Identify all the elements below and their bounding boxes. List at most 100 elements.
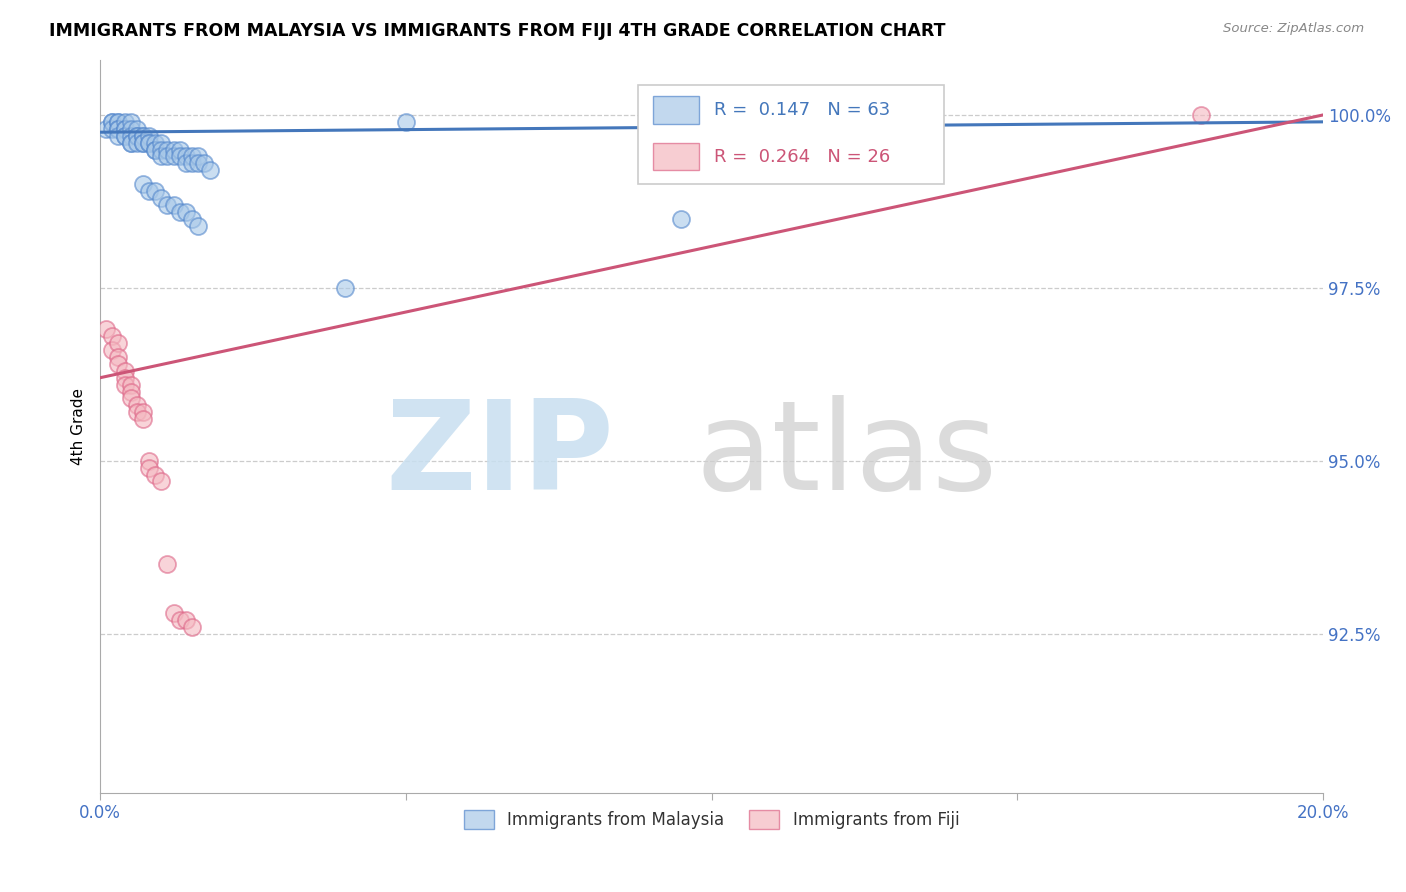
Point — [162, 198, 184, 212]
FancyBboxPatch shape — [638, 86, 943, 185]
Point — [96, 121, 118, 136]
Point — [169, 613, 191, 627]
Point — [120, 136, 142, 150]
Point — [174, 156, 197, 170]
Point — [132, 136, 155, 150]
Point — [114, 115, 136, 129]
Bar — [652, 96, 699, 124]
Point — [180, 211, 202, 226]
Point — [180, 149, 202, 163]
Point — [114, 128, 136, 143]
Point — [138, 136, 160, 150]
Point — [120, 121, 142, 136]
Point — [150, 143, 173, 157]
Text: R =  0.264   N = 26: R = 0.264 N = 26 — [714, 147, 890, 166]
Point — [138, 136, 160, 150]
Point — [125, 128, 148, 143]
Point — [96, 322, 118, 336]
Point — [101, 115, 124, 129]
Point — [107, 350, 129, 364]
Point — [187, 149, 209, 163]
Point — [174, 204, 197, 219]
Point — [107, 115, 129, 129]
Text: atlas: atlas — [695, 395, 997, 516]
Point — [162, 606, 184, 620]
Y-axis label: 4th Grade: 4th Grade — [72, 388, 86, 465]
Point — [120, 384, 142, 399]
Point — [169, 204, 191, 219]
Point — [125, 398, 148, 412]
Point — [101, 329, 124, 343]
Point — [150, 475, 173, 489]
Point — [107, 121, 129, 136]
Point — [107, 115, 129, 129]
Point — [150, 191, 173, 205]
Bar — [652, 143, 699, 170]
Point — [143, 467, 166, 482]
Point — [156, 198, 179, 212]
Point — [125, 405, 148, 419]
Point — [101, 121, 124, 136]
Point — [156, 143, 179, 157]
Point — [114, 377, 136, 392]
Point — [395, 115, 418, 129]
Point — [333, 281, 356, 295]
Point — [132, 128, 155, 143]
Point — [169, 143, 191, 157]
Point — [138, 460, 160, 475]
Point — [169, 149, 191, 163]
Point — [120, 136, 142, 150]
Point — [114, 121, 136, 136]
Point — [143, 143, 166, 157]
Text: Source: ZipAtlas.com: Source: ZipAtlas.com — [1223, 22, 1364, 36]
Point — [120, 392, 142, 406]
Point — [114, 121, 136, 136]
Point — [156, 558, 179, 572]
Point — [150, 149, 173, 163]
Point — [107, 121, 129, 136]
Point — [114, 370, 136, 384]
Point — [162, 149, 184, 163]
Point — [107, 336, 129, 351]
Point — [107, 357, 129, 371]
Point — [132, 136, 155, 150]
Point — [132, 128, 155, 143]
Point — [143, 184, 166, 198]
Point — [138, 453, 160, 467]
Point — [101, 343, 124, 357]
Point — [143, 143, 166, 157]
Point — [174, 613, 197, 627]
Point — [162, 143, 184, 157]
Point — [193, 156, 215, 170]
Point — [132, 405, 155, 419]
Point — [180, 156, 202, 170]
Point — [132, 412, 155, 426]
Point — [669, 211, 692, 226]
Point — [143, 136, 166, 150]
Text: R =  0.147   N = 63: R = 0.147 N = 63 — [714, 101, 890, 119]
Point — [125, 128, 148, 143]
Point — [138, 184, 160, 198]
Point — [187, 156, 209, 170]
Point — [101, 115, 124, 129]
Point — [120, 115, 142, 129]
Text: IMMIGRANTS FROM MALAYSIA VS IMMIGRANTS FROM FIJI 4TH GRADE CORRELATION CHART: IMMIGRANTS FROM MALAYSIA VS IMMIGRANTS F… — [49, 22, 946, 40]
Point — [200, 163, 222, 178]
Point — [120, 377, 142, 392]
Point — [114, 364, 136, 378]
Point — [156, 149, 179, 163]
Point — [120, 128, 142, 143]
Point — [114, 128, 136, 143]
Point — [1189, 108, 1212, 122]
Point — [138, 128, 160, 143]
Point — [187, 219, 209, 233]
Point — [174, 149, 197, 163]
Point — [132, 177, 155, 191]
Point — [150, 136, 173, 150]
Point — [107, 128, 129, 143]
Text: ZIP: ZIP — [385, 395, 614, 516]
Legend: Immigrants from Malaysia, Immigrants from Fiji: Immigrants from Malaysia, Immigrants fro… — [457, 803, 966, 836]
Point — [180, 620, 202, 634]
Point — [125, 121, 148, 136]
Point — [125, 136, 148, 150]
